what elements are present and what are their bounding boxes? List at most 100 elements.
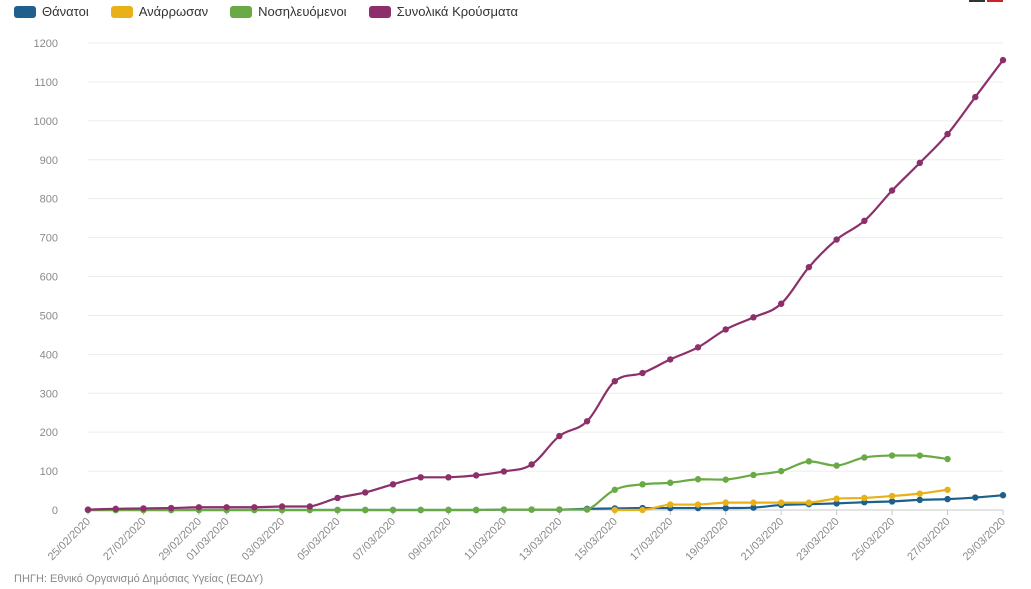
y-tick-label: 900: [40, 155, 58, 167]
x-tick-label: 09/03/2020: [406, 516, 453, 563]
data-point-hospitalized: [500, 506, 508, 513]
data-point-hospitalized: [777, 467, 785, 475]
data-point-deaths: [722, 504, 729, 512]
legend-label-recovered: Ανάρρωσαν: [138, 4, 209, 19]
x-tick-label: 19/03/2020: [683, 516, 730, 563]
data-point-total-cases: [112, 505, 119, 513]
data-point-recovered: [861, 494, 868, 502]
data-point-hospitalized: [556, 506, 563, 513]
legend-item-total-cases[interactable]: Συνολικά Κρούσματα: [368, 4, 518, 19]
x-tick-label: 03/03/2020: [240, 516, 287, 563]
data-point-hospitalized: [805, 458, 813, 465]
data-point-deaths: [999, 492, 1007, 499]
y-tick-label: 100: [40, 466, 58, 478]
data-point-hospitalized: [667, 479, 674, 486]
data-point-recovered: [722, 499, 729, 506]
data-point-total-cases: [639, 369, 646, 377]
data-point-recovered: [916, 490, 924, 497]
x-tick-label: 25/02/2020: [46, 516, 93, 563]
data-point-hospitalized: [833, 462, 840, 469]
data-point-hospitalized: [334, 506, 341, 514]
y-tick-label: 0: [52, 505, 58, 517]
data-point-total-cases: [528, 461, 535, 468]
data-point-deaths: [944, 495, 951, 503]
data-point-recovered: [611, 506, 619, 514]
x-tick-label: 07/03/2020: [351, 516, 398, 563]
data-point-deaths: [888, 498, 896, 505]
data-point-total-cases: [583, 418, 591, 425]
data-point-total-cases: [445, 474, 452, 481]
legend-item-hospitalized[interactable]: Νοσηλευόμενοι: [230, 4, 347, 19]
data-point-total-cases: [362, 489, 369, 496]
data-point-total-cases: [916, 159, 924, 167]
data-point-total-cases: [278, 503, 286, 510]
corner-flag-red: [987, 0, 1003, 2]
data-point-hospitalized: [362, 506, 369, 514]
data-point-hospitalized: [583, 506, 591, 513]
data-point-total-cases: [805, 263, 813, 271]
legend-label-hospitalized: Νοσηλευόμενοι: [258, 4, 347, 19]
y-tick-label: 1200: [34, 38, 58, 50]
y-tick-label: 700: [40, 233, 58, 245]
legend-swatch-recovered: [110, 5, 133, 18]
data-point-hospitalized: [861, 454, 868, 461]
legend-label-deaths: Θάνατοι: [42, 4, 89, 19]
data-point-recovered: [833, 495, 840, 502]
data-point-hospitalized: [888, 452, 896, 459]
y-tick-label: 1000: [34, 116, 58, 128]
data-point-total-cases: [500, 468, 508, 475]
y-tick-label: 400: [40, 349, 58, 361]
data-point-hospitalized: [750, 471, 757, 479]
x-tick-label: 27/03/2020: [905, 516, 952, 563]
data-point-total-cases: [556, 432, 563, 440]
data-point-total-cases: [972, 93, 979, 101]
legend-item-deaths[interactable]: Θάνατοι: [14, 4, 89, 19]
data-point-total-cases: [167, 504, 175, 512]
chart-legend: Θάνατοι Ανάρρωσαν Νοσηλευόμενοι Συνολικά…: [14, 4, 518, 19]
data-point-recovered: [639, 506, 646, 514]
data-point-hospitalized: [417, 506, 424, 514]
data-point-total-cases: [223, 504, 230, 511]
x-tick-label: 17/03/2020: [628, 516, 675, 563]
data-point-hospitalized: [528, 506, 535, 513]
x-tick-label: 23/03/2020: [794, 516, 841, 563]
y-tick-label: 300: [40, 388, 58, 400]
legend-swatch-hospitalized: [230, 5, 253, 18]
legend-item-recovered[interactable]: Ανάρρωσαν: [110, 4, 209, 19]
data-point-total-cases: [861, 217, 868, 225]
data-point-total-cases: [694, 344, 702, 351]
data-point-total-cases: [722, 326, 729, 333]
source-note: ΠΗΓΗ: Εθνικό Οργανισμό Δημόσιας Υγείας (…: [14, 573, 264, 585]
data-point-total-cases: [251, 504, 258, 511]
legend-label-total-cases: Συνολικά Κρούσματα: [396, 4, 518, 19]
data-point-recovered: [777, 499, 785, 506]
data-point-deaths: [750, 504, 757, 511]
data-point-total-cases: [750, 314, 757, 321]
data-point-total-cases: [417, 474, 424, 481]
data-point-deaths: [916, 496, 924, 504]
y-tick-label: 1100: [34, 77, 58, 89]
data-point-total-cases: [84, 506, 92, 513]
data-point-total-cases: [667, 356, 674, 363]
corner-flag-dark: [969, 0, 985, 2]
data-point-hospitalized: [722, 476, 729, 483]
data-point-recovered: [750, 499, 757, 506]
data-point-total-cases: [472, 472, 480, 479]
y-tick-label: 600: [40, 272, 58, 284]
data-point-recovered: [694, 501, 702, 508]
data-point-deaths: [972, 494, 979, 501]
x-tick-label: 15/03/2020: [573, 516, 620, 563]
data-point-hospitalized: [639, 481, 646, 488]
corner-flags: [969, 0, 1003, 2]
data-point-total-cases: [334, 494, 341, 502]
data-point-total-cases: [611, 377, 619, 385]
data-point-deaths: [833, 500, 840, 507]
y-tick-label: 200: [40, 427, 58, 439]
data-point-total-cases: [195, 504, 203, 511]
data-point-recovered: [805, 499, 813, 506]
x-tick-label: 25/03/2020: [850, 516, 897, 563]
x-tick-label: 21/03/2020: [739, 516, 786, 563]
data-point-hospitalized: [944, 455, 951, 463]
data-point-recovered: [667, 501, 674, 508]
